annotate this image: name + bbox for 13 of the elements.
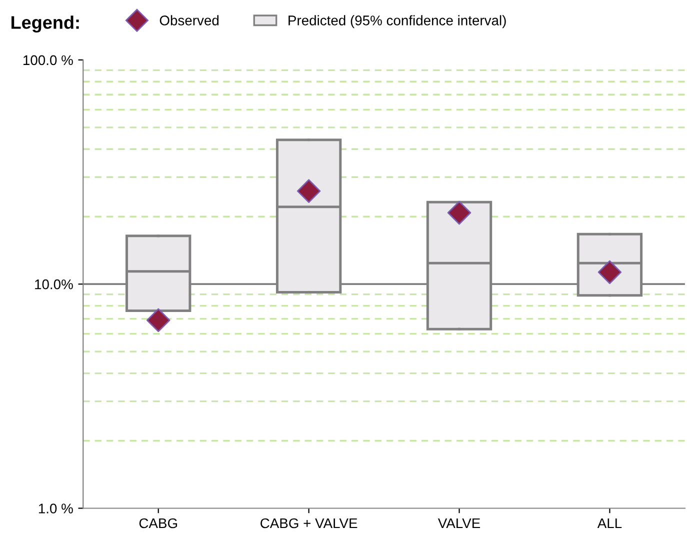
y-tick-label: 1.0 %	[38, 504, 73, 514]
legend-title: Legend:	[12, 16, 79, 33]
x-tick-label: VALVE	[438, 518, 480, 528]
x-tick-label: CABG + VALVE	[260, 518, 358, 528]
point	[296, 179, 321, 203]
point	[447, 200, 472, 225]
y-tick-label: 10.0%	[35, 279, 73, 290]
point	[146, 308, 170, 332]
x-tick-label: ALL	[597, 518, 622, 528]
x-tick-label: CABG	[139, 518, 177, 528]
legend-label: Predicted (95% confidence interval)	[288, 15, 506, 28]
legend-label: Observed	[160, 15, 219, 26]
y-tick-label: 100.0 %	[24, 55, 73, 66]
